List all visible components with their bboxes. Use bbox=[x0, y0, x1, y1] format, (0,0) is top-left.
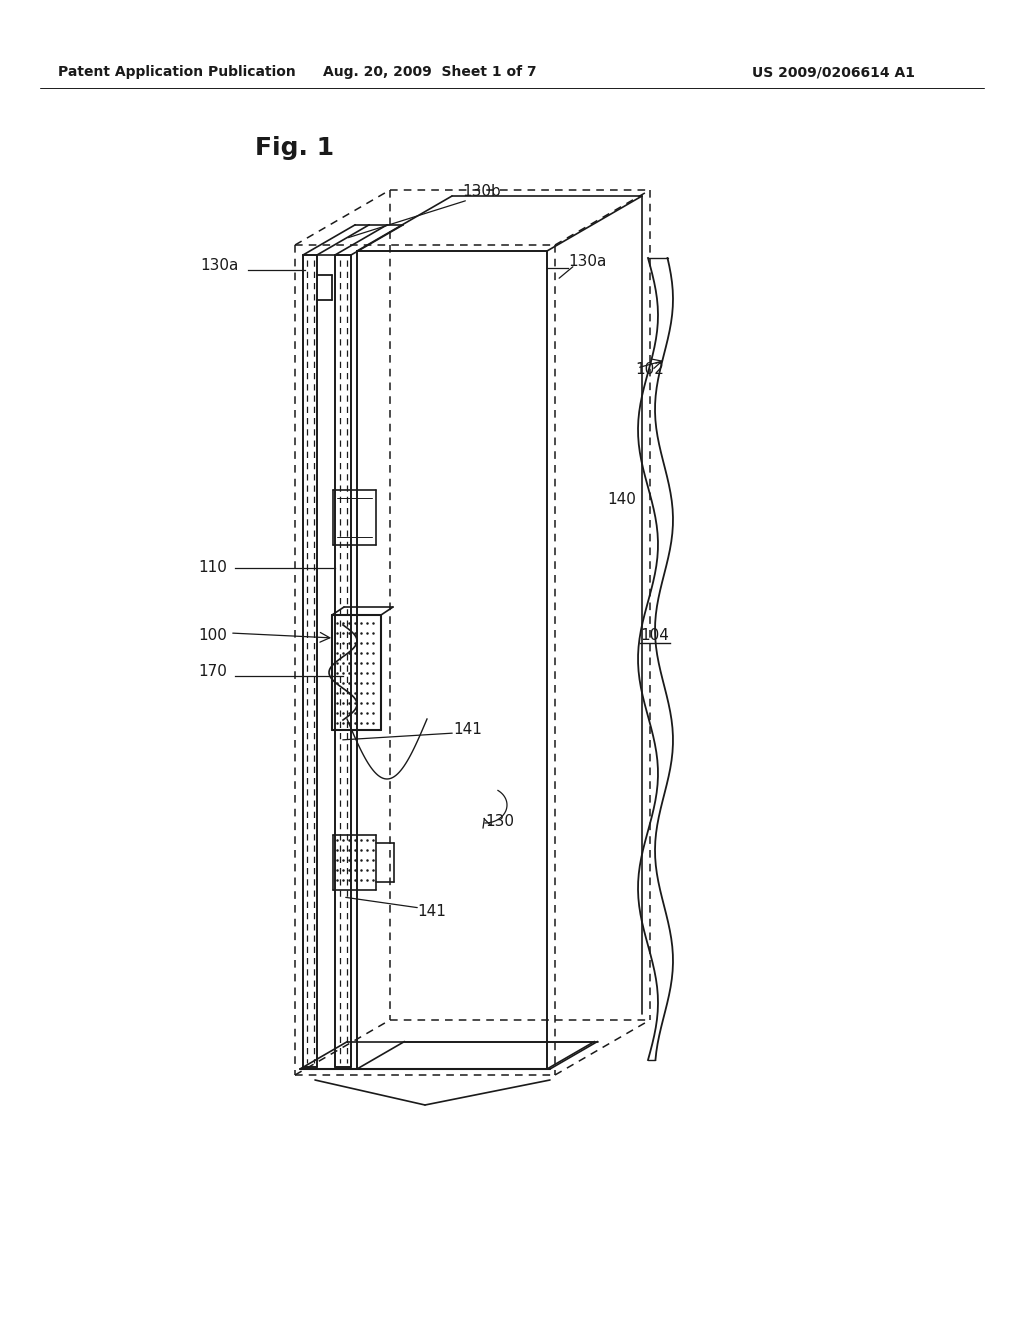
Text: 130a: 130a bbox=[201, 257, 240, 272]
Text: 100: 100 bbox=[199, 627, 227, 643]
Text: 130: 130 bbox=[485, 814, 514, 829]
Text: Patent Application Publication: Patent Application Publication bbox=[58, 65, 296, 79]
Text: 141: 141 bbox=[418, 904, 446, 920]
Text: 102: 102 bbox=[636, 363, 665, 378]
Text: 140: 140 bbox=[607, 492, 637, 507]
Text: 104: 104 bbox=[640, 627, 669, 643]
Text: 141: 141 bbox=[454, 722, 482, 738]
Text: 130a: 130a bbox=[568, 255, 606, 269]
Text: US 2009/0206614 A1: US 2009/0206614 A1 bbox=[752, 65, 915, 79]
Text: 130b: 130b bbox=[463, 185, 502, 199]
Text: 110: 110 bbox=[199, 561, 227, 576]
Text: Aug. 20, 2009  Sheet 1 of 7: Aug. 20, 2009 Sheet 1 of 7 bbox=[324, 65, 537, 79]
Text: Fig. 1: Fig. 1 bbox=[255, 136, 335, 160]
Text: 170: 170 bbox=[199, 664, 227, 680]
